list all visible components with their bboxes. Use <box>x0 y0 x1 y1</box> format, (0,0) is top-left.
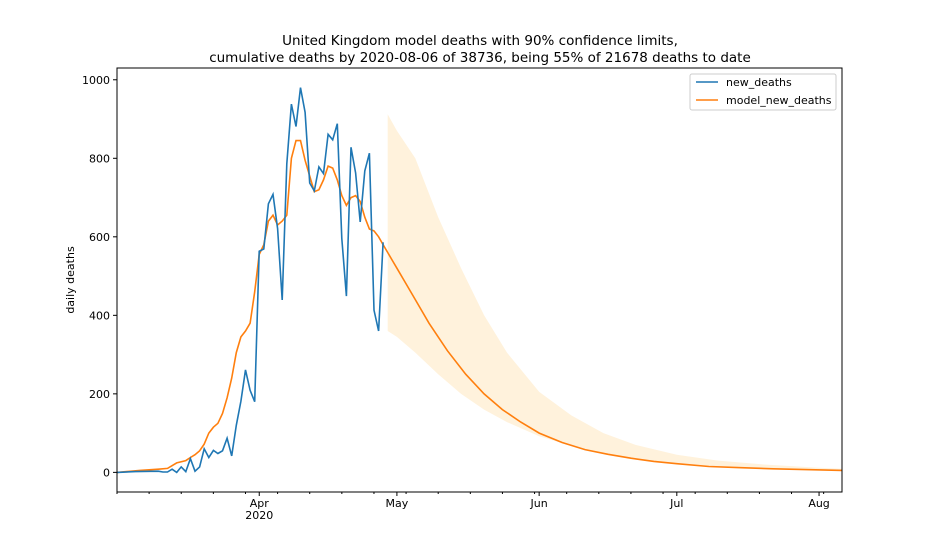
series-line-model-new-deaths <box>116 139 843 474</box>
chart-title: United Kingdom model deaths with 90% con… <box>282 33 678 49</box>
legend-label-model-new-deaths: model_new_deaths <box>726 94 832 107</box>
x-tick-label: Jul <box>669 497 683 510</box>
y-tick-label: 600 <box>89 231 110 244</box>
y-tick-label: 0 <box>103 466 110 479</box>
y-axis: 0 200 400 600 800 1000 <box>82 74 117 479</box>
y-tick-label: 800 <box>89 152 110 165</box>
y-axis-label: daily deaths <box>64 246 77 314</box>
legend: new_deaths model_new_deaths <box>689 73 837 111</box>
x-tick-label: Apr <box>250 497 270 510</box>
plot-frame <box>116 67 843 493</box>
x-tick-label: Jun <box>530 497 548 510</box>
x-tick-label: May <box>386 497 409 510</box>
chart-subtitle: cumulative deaths by 2020-08-06 of 38736… <box>209 50 751 66</box>
y-tick-label: 400 <box>89 309 110 322</box>
y-tick-label: 1000 <box>82 74 110 87</box>
plot-area <box>116 87 843 474</box>
confidence-band <box>387 114 842 471</box>
x-tick-sublabel: 2020 <box>245 509 273 522</box>
legend-label-new-deaths: new_deaths <box>726 76 792 89</box>
series-line-new-deaths <box>116 87 384 474</box>
x-tick-label: Aug <box>808 497 829 510</box>
legend-frame <box>689 73 837 111</box>
y-tick-label: 200 <box>89 388 110 401</box>
